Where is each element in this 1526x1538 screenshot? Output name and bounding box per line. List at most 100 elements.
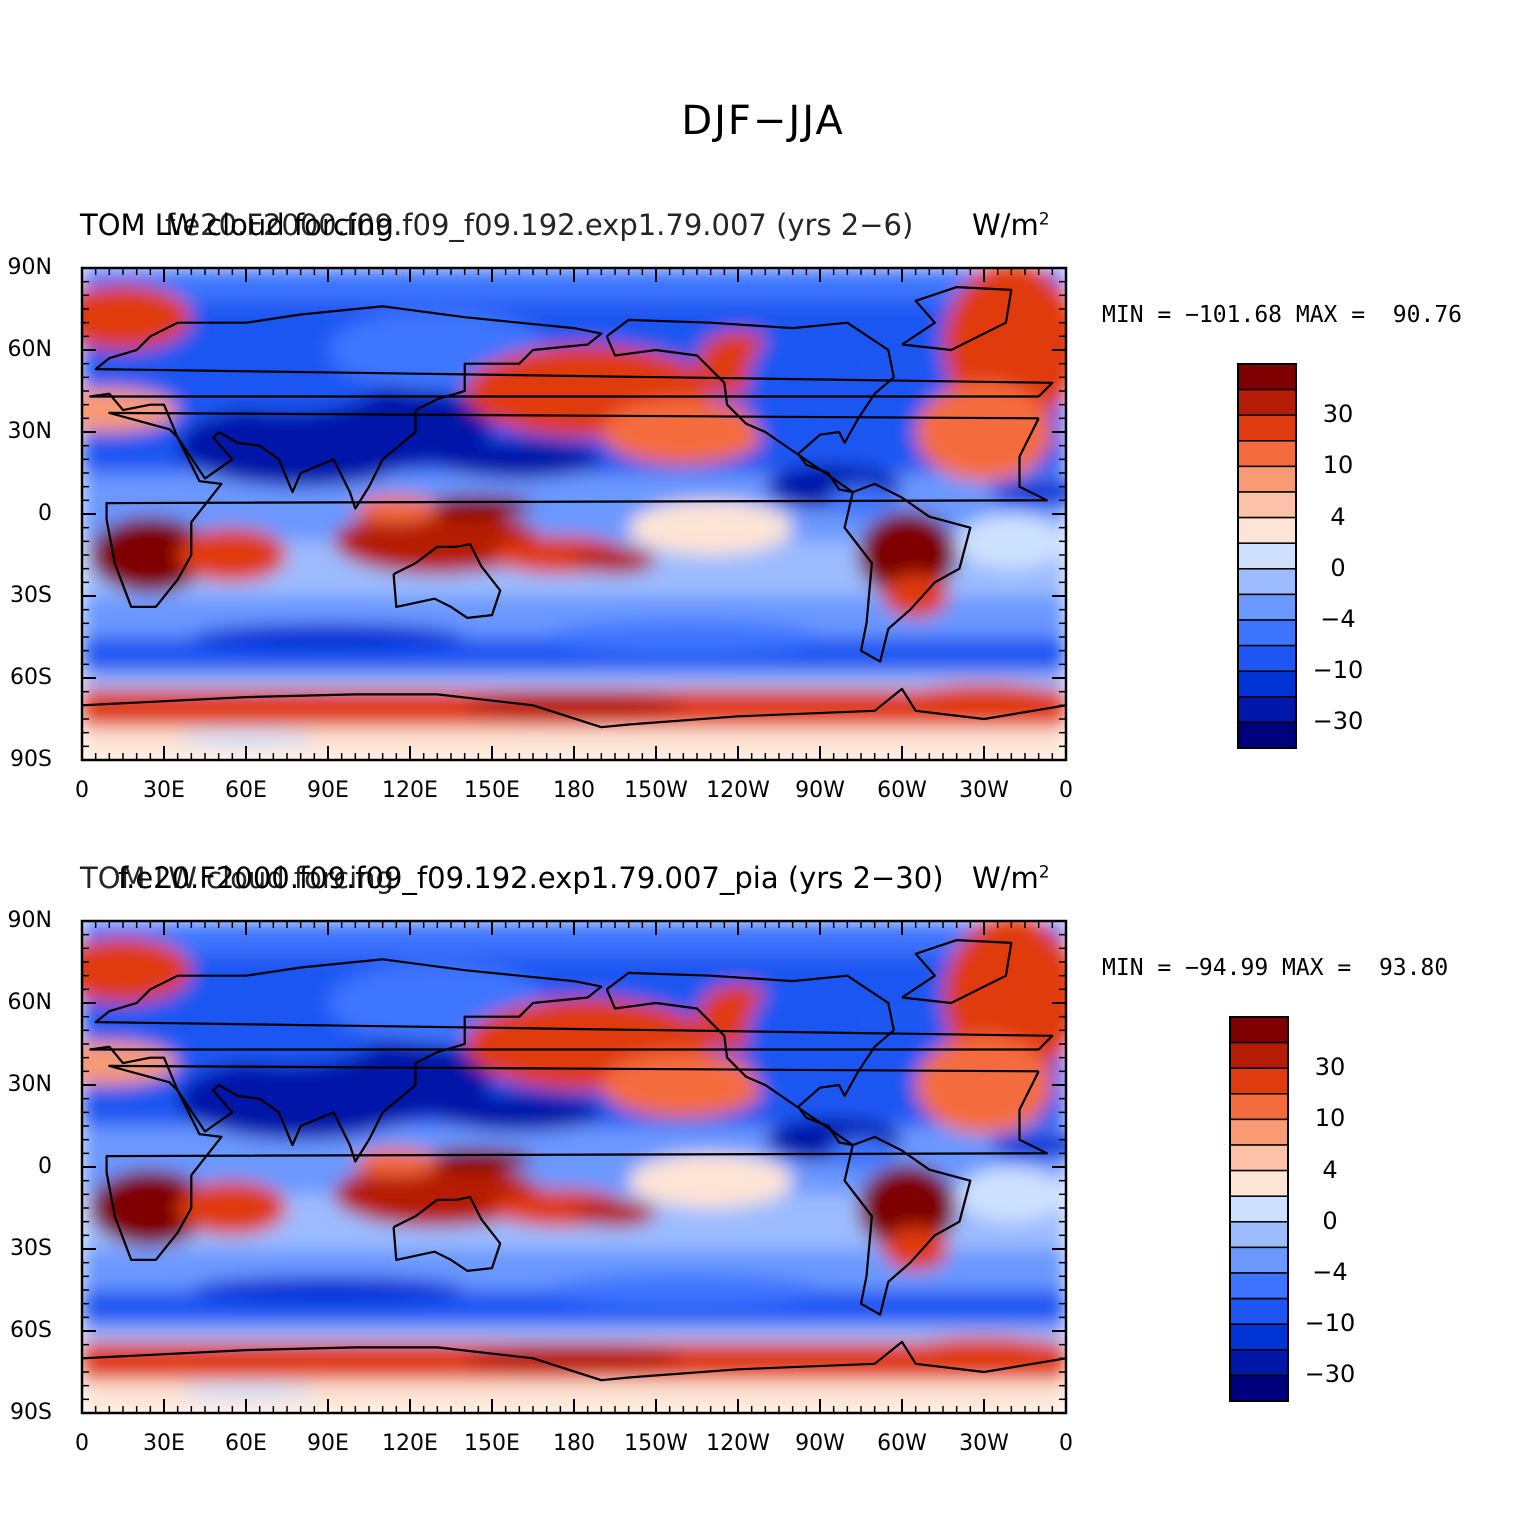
y-tick-label: 30N	[7, 419, 52, 444]
contour-region	[601, 1052, 766, 1118]
coastlines	[82, 286, 1066, 729]
coastline	[82, 687, 1066, 729]
x-tick-label: 30E	[143, 1431, 185, 1456]
contour-region	[423, 1147, 533, 1170]
contour-region	[82, 284, 192, 350]
contour-region	[82, 1041, 178, 1085]
colorbar-swatch	[1229, 1349, 1289, 1377]
colorbar	[1237, 363, 1297, 749]
units-exponent: 2	[1038, 209, 1050, 230]
units-exponent: 2	[1038, 862, 1050, 883]
contour-region	[915, 382, 1053, 482]
contour-region	[437, 440, 602, 479]
colorbar-swatch	[1229, 1169, 1289, 1197]
colorbar-label: −10	[1312, 656, 1364, 685]
colorbar-swatch	[1229, 1221, 1289, 1249]
colorbar-swatch	[1237, 619, 1297, 647]
contour-region	[82, 937, 192, 1003]
contour-region	[437, 1093, 602, 1132]
colorbar-swatch	[1237, 593, 1297, 621]
contour-region	[333, 508, 542, 575]
x-tick-label: 120W	[706, 778, 770, 803]
colorbar-swatch	[1229, 1272, 1289, 1300]
y-tick-label: 30S	[10, 1236, 52, 1261]
y-tick-label: 90S	[10, 1400, 52, 1425]
coastline	[392, 543, 502, 619]
colorbar-swatch	[1237, 542, 1297, 570]
colorbar-swatch	[1229, 1144, 1289, 1172]
colorbar-swatch	[1237, 440, 1297, 468]
contour-region	[902, 683, 1066, 717]
x-tick-label: 60W	[877, 1431, 927, 1456]
colorbar-swatch	[1237, 465, 1297, 493]
x-tick-label: 150E	[464, 1431, 520, 1456]
y-tick-label: 90N	[7, 255, 52, 280]
coastlines	[82, 939, 1066, 1382]
x-tick-label: 60W	[877, 778, 927, 803]
contour-region	[858, 511, 957, 599]
y-tick-label: 90N	[7, 908, 52, 933]
x-tick-label: 30W	[959, 778, 1009, 803]
x-tick-label: 180	[553, 1431, 595, 1456]
colorbar-label: −30	[1312, 707, 1364, 736]
colorbar-label: 30	[1322, 400, 1354, 429]
colorbar-swatch	[1229, 1016, 1289, 1044]
colorbar-swatch	[1229, 1118, 1289, 1146]
colorbar-swatch	[1229, 1297, 1289, 1325]
contour-region	[177, 527, 287, 583]
coastline	[901, 286, 1013, 352]
coastline	[901, 939, 1013, 1005]
y-tick-label: 60N	[7, 337, 52, 362]
contour-region	[746, 322, 867, 460]
contour-region	[177, 1180, 287, 1236]
contour-band	[82, 672, 1066, 689]
contour-region	[601, 399, 766, 465]
colorbar-swatch	[1237, 388, 1297, 416]
colorbar-swatch	[1229, 1323, 1289, 1351]
colorbar-swatch	[1229, 1374, 1289, 1402]
contour-map	[80, 266, 1068, 762]
x-tick-label: 120E	[382, 1431, 438, 1456]
x-tick-label: 0	[1059, 1431, 1073, 1456]
contour-region	[574, 546, 656, 575]
x-tick-label: 150E	[464, 778, 520, 803]
colorbar-label: 10	[1322, 451, 1354, 480]
colorbar-frame	[1229, 1016, 1289, 1402]
contour-region	[464, 691, 684, 719]
map-panel-bottom: TOM LW cloud forcing f.e20.F2000.f09.f09…	[0, 653, 1526, 1456]
contour-region	[746, 975, 867, 1113]
panel-title-case: f.e20.F2000.f09.f09_f09.192.exp1.79.007 …	[165, 208, 914, 242]
contour-region	[546, 620, 820, 654]
contour-map	[80, 919, 1068, 1415]
contour-region	[902, 1336, 1066, 1370]
colorbar-swatch	[1237, 491, 1297, 519]
contour-region	[333, 1161, 542, 1228]
contour-region	[628, 1153, 793, 1208]
y-tick-label: 90S	[10, 747, 52, 772]
x-tick-label: 120E	[382, 778, 438, 803]
contour-region	[464, 1344, 684, 1372]
colorbar-swatch	[1229, 1195, 1289, 1223]
units-base: W/m	[972, 861, 1039, 895]
figure-title: DJF−JJA	[681, 98, 845, 144]
y-tick-label: 60S	[10, 1318, 52, 1343]
contour-field	[82, 921, 1066, 1413]
contour-region	[82, 388, 178, 432]
y-tick-label: 60S	[10, 665, 52, 690]
colorbar-swatch	[1229, 1093, 1289, 1121]
panel-units: W/m2	[972, 208, 1050, 242]
colorbar-label: 4	[1330, 502, 1346, 531]
colorbar-label: 4	[1322, 1155, 1338, 1184]
colorbar-swatch	[1237, 516, 1297, 544]
colorbar-swatch	[1229, 1067, 1289, 1095]
y-tick-label: 0	[38, 501, 52, 526]
colorbar-swatch	[1237, 670, 1297, 698]
contour-region	[915, 1035, 1053, 1135]
coastline	[89, 305, 1054, 510]
coastline	[82, 1340, 1066, 1382]
colorbar-frame	[1237, 363, 1297, 749]
x-tick-label: 90E	[307, 1431, 349, 1456]
coastline	[89, 958, 1054, 1163]
contour-region	[177, 729, 315, 747]
colorbar-label: 30	[1314, 1053, 1346, 1082]
